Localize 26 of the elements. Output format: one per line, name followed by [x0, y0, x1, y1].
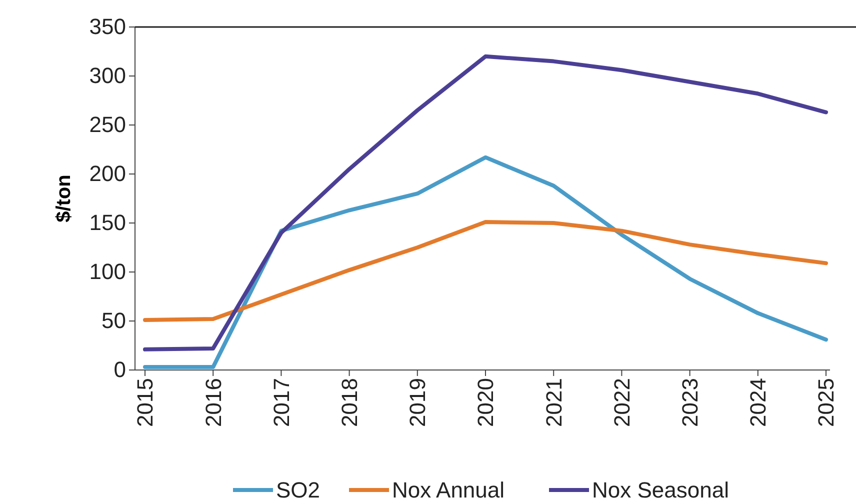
x-tick-label: 2017 — [268, 378, 294, 427]
x-tick-label: 2019 — [405, 378, 430, 427]
y-tick-label: 150 — [89, 210, 126, 236]
x-tick-label: 2015 — [132, 378, 158, 427]
y-tick-label: 250 — [89, 112, 126, 138]
legend-label: SO2 — [276, 478, 320, 503]
x-tick-label: 2020 — [473, 378, 498, 427]
legend-label: Nox Annual — [392, 478, 505, 503]
legend-label: Nox Seasonal — [592, 478, 729, 503]
x-tick-label: 2025 — [814, 378, 839, 427]
y-tick-label: 50 — [102, 308, 126, 334]
line-series — [143, 54, 828, 352]
y-axis-title: $/ton — [53, 174, 75, 222]
line-series — [143, 220, 828, 322]
x-tick-label: 2016 — [200, 378, 226, 427]
y-tick-label: 200 — [89, 161, 126, 186]
y-tick-label: 0 — [114, 357, 126, 382]
y-tick-label: 350 — [89, 14, 126, 40]
x-tick-label: 2018 — [337, 378, 362, 427]
x-tick-label: 2023 — [678, 378, 702, 427]
x-tick-label: 2024 — [746, 378, 771, 427]
x-tick-label: 2021 — [541, 378, 566, 427]
y-tick-label: 300 — [89, 63, 126, 88]
x-tick-label: 2022 — [609, 378, 634, 427]
y-tick-label: 100 — [89, 259, 126, 284]
line-series — [143, 155, 828, 370]
